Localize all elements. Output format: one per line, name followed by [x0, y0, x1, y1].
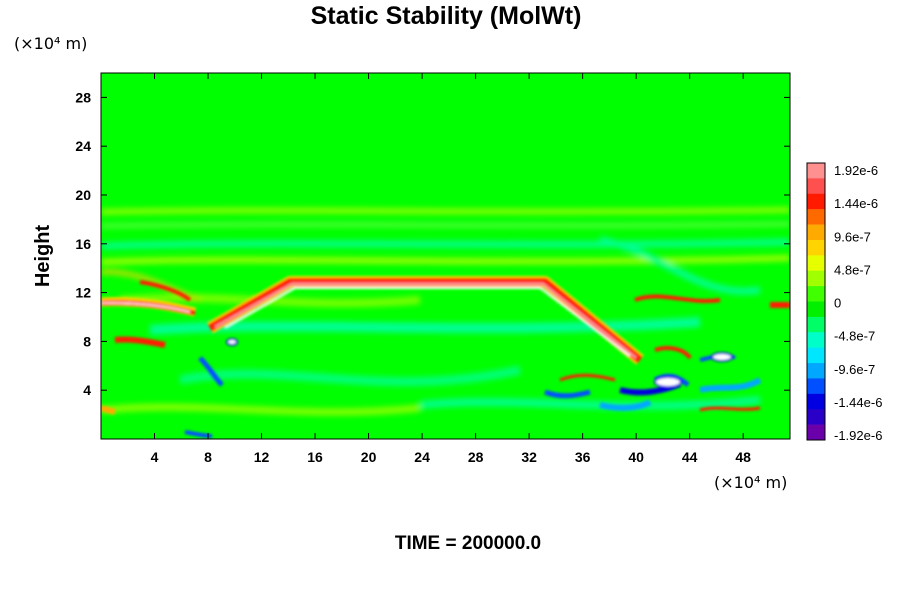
colorbar-swatch: [807, 193, 825, 210]
chart-title: Static Stability (MolWt): [311, 2, 582, 30]
colorbar-swatch: [807, 378, 825, 395]
y-tick-label: 24: [75, 138, 91, 154]
colorbar-swatch: [807, 424, 825, 441]
x-tick-label: 8: [204, 449, 212, 465]
colorbar-swatch: [807, 163, 825, 179]
x-tick-label: 20: [361, 449, 377, 465]
colorbar: 1.92e-6 1.44e-6 9.6e-7 4.8e-7 0 -4.8e-7 -9.6e-…: [806, 162, 882, 443]
colorbar-swatch: [807, 409, 825, 425]
colorbar-swatch: [807, 209, 825, 225]
colorbar-swatch: [807, 239, 825, 256]
colorbar-swatch: [807, 224, 825, 241]
colorbar-swatch: [807, 286, 825, 302]
colorbar-swatch: [807, 255, 825, 272]
x-tick-label: 44: [682, 449, 698, 465]
colorbar-swatch: [807, 178, 825, 195]
x-tick-label: 28: [468, 449, 484, 465]
colorbar-swatch: [807, 316, 825, 333]
y-axis-ticks: 4 8 12 16 20 24 28: [75, 89, 790, 398]
colorbar-swatch: [807, 347, 825, 364]
x-axis-ticks: 4 8 12 16 20 24 28 32 36 40 44 48: [151, 73, 751, 465]
y-tick-label: 20: [75, 187, 91, 203]
x-tick-label: 4: [151, 449, 159, 465]
colorbar-swatch: [807, 332, 825, 348]
x-tick-label: 24: [414, 449, 430, 465]
colorbar-label: 4.8e-7: [834, 262, 871, 277]
x-tick-label: 40: [628, 449, 644, 465]
heatmap-field: [101, 73, 790, 439]
colorbar-label: 1.44e-6: [834, 196, 878, 211]
x-tick-label: 36: [575, 449, 591, 465]
colorbar-label: 1.92e-6: [834, 163, 878, 178]
time-label: TIME = 200000.0: [395, 533, 541, 554]
colorbar-label: -1.44e-6: [834, 395, 882, 410]
y-tick-label: 16: [75, 236, 91, 252]
y-axis-label: Height: [32, 225, 54, 288]
y-tick-label: 12: [75, 285, 91, 301]
x-tick-label: 32: [521, 449, 537, 465]
y-tick-label: 28: [75, 89, 91, 105]
colorbar-label: -4.8e-7: [834, 329, 875, 344]
x-unit-label: (×10⁴ m): [714, 473, 787, 492]
colorbar-swatch: [807, 270, 825, 287]
colorbar-label: -9.6e-7: [834, 362, 875, 377]
y-tick-label: 8: [83, 333, 91, 349]
colorbar-label: -1.92e-6: [834, 428, 882, 443]
colorbar-swatch: [807, 363, 825, 379]
colorbar-frame: [806, 162, 826, 441]
colorbar-label: 0: [834, 296, 841, 311]
y-unit-label: (×10⁴ m): [14, 34, 87, 53]
colorbar-label: 9.6e-7: [834, 229, 871, 244]
y-tick-label: 4: [83, 382, 91, 398]
x-tick-label: 16: [307, 449, 323, 465]
x-tick-label: 12: [254, 449, 270, 465]
colorbar-swatch: [807, 301, 825, 318]
x-tick-label: 48: [735, 449, 751, 465]
plot-frame: [100, 72, 791, 440]
colorbar-swatch: [807, 393, 825, 410]
